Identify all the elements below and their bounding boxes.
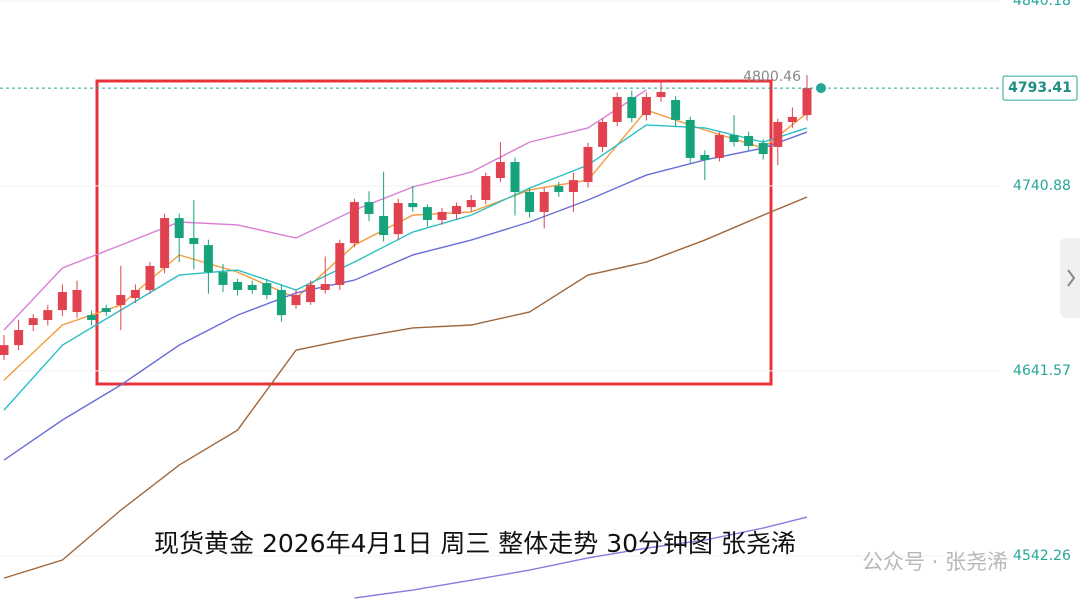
candle-body [0, 345, 9, 355]
candle-body [233, 281, 243, 290]
candle-body [773, 121, 783, 147]
candle-body [481, 176, 491, 201]
candle-body [57, 292, 67, 311]
candle-body [189, 238, 199, 244]
candle-body [598, 121, 608, 147]
ma-line [354, 516, 808, 599]
candle-body [364, 202, 374, 214]
last-price-dot [816, 83, 826, 94]
candle-body [393, 203, 403, 235]
candle-body [276, 289, 286, 316]
candle-body [320, 284, 330, 290]
candle-body [43, 310, 53, 320]
candle-body [568, 180, 578, 193]
candle-body [306, 284, 316, 303]
candle-body [714, 135, 724, 158]
candle-body [627, 97, 637, 119]
candle-body [466, 200, 476, 208]
lines [3, 89, 808, 599]
candle-body [247, 284, 257, 290]
candle-body [160, 218, 170, 269]
candle-body [116, 295, 126, 306]
candle-body [729, 135, 739, 143]
candle-body [28, 318, 38, 326]
y-tick-label: 4740.88 [1013, 178, 1071, 194]
candle-body [554, 186, 564, 193]
candle-body [422, 207, 432, 220]
candle-body [656, 92, 666, 98]
candle-body [130, 289, 140, 298]
price-tag-label: 4793.41 [1008, 80, 1072, 96]
caption: 现货黄金 2026年4月1日 周三 整体走势 30分钟图 张尧浠 [154, 529, 796, 558]
candle-body [802, 88, 812, 116]
candle-body [379, 216, 389, 236]
y-tick-label: 4542.26 [1013, 548, 1071, 564]
ma-line [3, 131, 808, 461]
candle-body [583, 146, 593, 182]
candle-body [174, 218, 184, 239]
candle-body [744, 135, 754, 147]
ma-line [3, 124, 808, 411]
candle-body [700, 154, 710, 160]
chevron[interactable] [1067, 269, 1076, 287]
candle-body [539, 192, 549, 212]
candle-body [758, 143, 768, 155]
watermark: 公众号 · 张尧浠 [862, 550, 1008, 574]
ma-line [3, 196, 808, 579]
high-label: 4800.46 [743, 69, 801, 85]
candle-body [14, 330, 24, 346]
candle-body [641, 97, 651, 116]
candle-body [787, 116, 797, 122]
candle-body [72, 289, 82, 312]
collapse-button[interactable] [1060, 238, 1080, 318]
candle-body [525, 192, 535, 212]
candle-body [437, 211, 447, 220]
candle-body [101, 308, 111, 312]
candle-body [145, 265, 155, 290]
candle-body [408, 203, 418, 208]
price-tag [1002, 75, 1078, 101]
candle-body [218, 272, 228, 285]
grid [0, 0, 1000, 557]
candle-body [671, 100, 681, 120]
candle-body [203, 245, 213, 273]
candles: 4800.46 [0, 69, 1000, 361]
candle-body [452, 205, 462, 214]
price-axis: 4542.26 4641.57 4740.88 4840.18 4793.41 [1002, 0, 1078, 564]
y-tick-label: 4840.18 [1013, 0, 1071, 9]
candle-body [685, 119, 695, 158]
candle-body [87, 315, 97, 320]
ma-line [3, 109, 808, 381]
candle-body [349, 202, 359, 244]
button-bg[interactable] [1060, 238, 1080, 318]
candle-body [510, 162, 520, 193]
candle-body [262, 283, 272, 296]
ma-line [3, 89, 647, 331]
candle-body [495, 162, 505, 179]
candle-body [612, 97, 622, 122]
candle-body [291, 295, 301, 306]
candle-body [335, 243, 345, 285]
y-tick-label: 4641.57 [1013, 363, 1071, 379]
highlight-box [95, 79, 773, 386]
